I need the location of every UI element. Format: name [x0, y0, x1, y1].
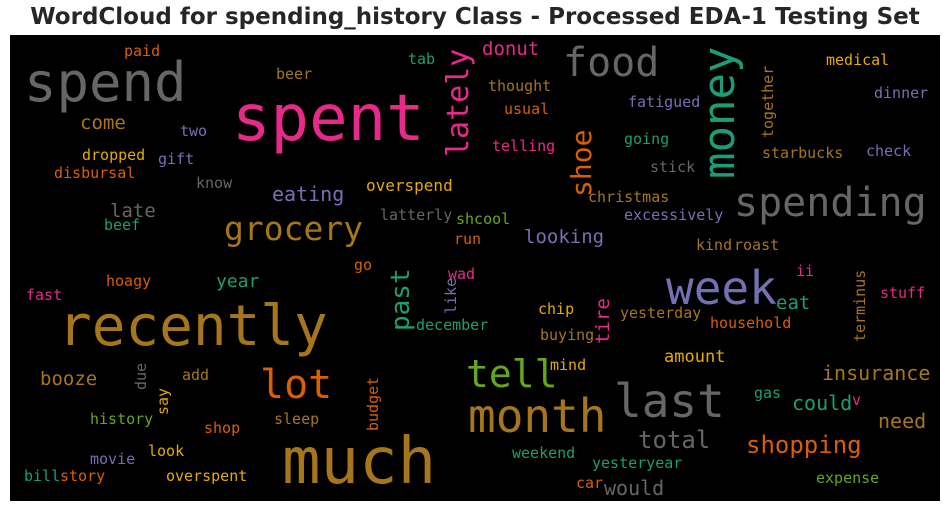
word-spending: spending: [734, 180, 927, 226]
word-year: year: [216, 271, 260, 292]
word-stuff: stuff: [880, 284, 926, 302]
word-gift: gift: [158, 150, 195, 168]
word-buying: buying: [540, 326, 595, 344]
word-mind: mind: [550, 356, 587, 374]
word-christmas: christmas: [588, 188, 670, 206]
word-insurance: insurance: [822, 361, 931, 385]
word-beer: beer: [276, 65, 313, 83]
word-eat: eat: [776, 292, 811, 314]
word-hoagy: hoagy: [106, 272, 152, 290]
word-two: two: [180, 122, 208, 140]
word-money: money: [694, 46, 745, 179]
word-need: need: [878, 409, 927, 433]
word-household: household: [710, 314, 792, 332]
word-shoe: shoe: [565, 129, 598, 197]
word-bill: bill: [24, 467, 61, 485]
word-beef: beef: [104, 216, 141, 234]
word-late: late: [110, 200, 156, 222]
word-disbursal: disbursal: [54, 164, 136, 182]
word-recently: recently: [58, 294, 328, 359]
word-overspent: overspent: [166, 467, 248, 485]
word-going: going: [624, 130, 670, 148]
word-shcool: shcool: [456, 210, 511, 228]
word-say: say: [154, 387, 172, 415]
word-week: week: [666, 261, 777, 315]
word-ii: ii: [796, 262, 815, 280]
word-gas: gas: [754, 384, 782, 402]
word-cloud-canvas: spent much recently spend food money spe…: [10, 35, 940, 501]
word-yesterday: yesterday: [620, 304, 702, 322]
word-donut: donut: [482, 38, 540, 60]
word-kind: kind: [696, 236, 733, 254]
word-budget: budget: [364, 376, 382, 431]
word-much: much: [282, 425, 437, 499]
word-dinner: dinner: [874, 84, 929, 102]
word-paid: paid: [124, 42, 161, 60]
word-last: last: [614, 374, 725, 428]
word-lot: lot: [260, 362, 333, 408]
word-booze: booze: [40, 368, 98, 390]
word-grocery: grocery: [224, 209, 364, 248]
word-food: food: [563, 40, 660, 86]
word-story: story: [60, 467, 106, 485]
word-know: know: [196, 174, 233, 192]
word-come: come: [80, 112, 126, 134]
word-spend: spend: [24, 51, 187, 114]
word-history: history: [90, 410, 154, 428]
word-fast: fast: [26, 286, 63, 304]
word-due: due: [132, 362, 150, 390]
word-wad: wad: [448, 265, 476, 283]
word-add: add: [182, 366, 210, 384]
chart-title: WordCloud for spending_history Class - P…: [30, 4, 920, 30]
word-spent: spent: [232, 82, 425, 156]
word-terminus: terminus: [851, 269, 869, 342]
word-total: total: [638, 426, 711, 454]
word-check: check: [866, 142, 912, 160]
word-month: month: [468, 389, 607, 443]
word-amount: amount: [664, 347, 726, 367]
word-run: run: [454, 230, 482, 248]
word-yesteryear: yesteryear: [592, 454, 683, 472]
word-shopping: shopping: [746, 431, 862, 459]
word-go: go: [354, 256, 373, 274]
word-weekend: weekend: [512, 444, 576, 462]
word-expense: expense: [816, 469, 880, 487]
word-latterly: latterly: [380, 206, 453, 224]
word-usual: usual: [504, 100, 550, 118]
word-lately: lately: [441, 48, 476, 157]
word-stick: stick: [650, 158, 696, 176]
word-excessively: excessively: [624, 206, 724, 224]
word-fatigued: fatigued: [628, 93, 701, 111]
word-eating: eating: [272, 182, 345, 206]
word-car: car: [576, 474, 604, 492]
word-could: could: [792, 391, 853, 415]
word-december: december: [416, 316, 489, 334]
word-past: past: [386, 268, 416, 331]
word-tab: tab: [408, 50, 436, 68]
word-overspend: overspend: [366, 176, 453, 195]
word-sleep: sleep: [274, 410, 320, 428]
word-looking: looking: [524, 226, 605, 248]
word-shop: shop: [204, 419, 241, 437]
word-roast: roast: [734, 236, 780, 254]
word-tell: tell: [466, 352, 558, 396]
word-dropped: dropped: [82, 146, 146, 164]
word-tire: tire: [592, 298, 614, 344]
word-starbucks: starbucks: [762, 144, 844, 162]
word-would: would: [604, 476, 665, 500]
word-v: v: [852, 391, 862, 409]
word-medical: medical: [826, 51, 890, 69]
word-movie: movie: [90, 450, 136, 468]
word-thought: thought: [488, 77, 552, 95]
word-like: like: [442, 277, 460, 314]
word-telling: telling: [492, 137, 556, 155]
word-together: together: [759, 65, 777, 138]
word-look: look: [148, 442, 185, 460]
word-chip: chip: [538, 300, 575, 318]
